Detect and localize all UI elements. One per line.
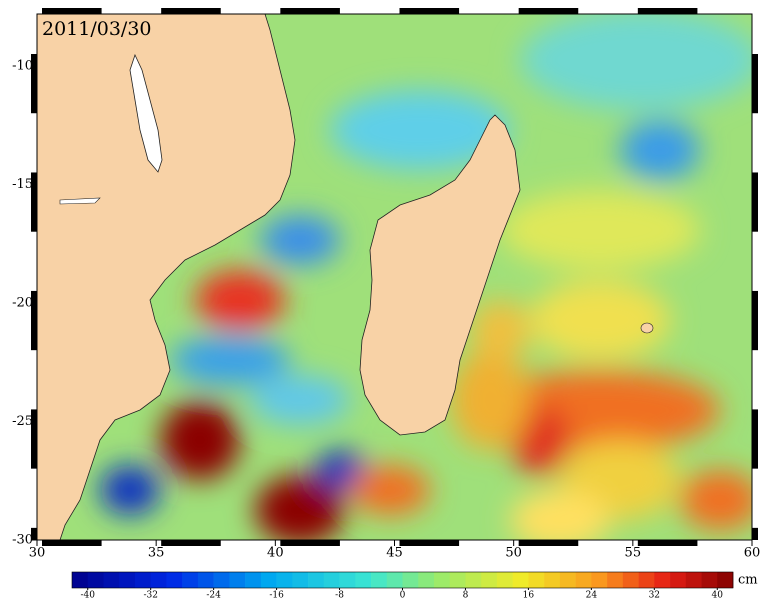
frame-bar <box>752 54 758 114</box>
frame-ticks <box>31 8 758 546</box>
colorbar-cell <box>418 572 435 588</box>
frame-bar <box>31 290 37 351</box>
colorbar-cell <box>544 572 561 588</box>
anomaly-field <box>37 14 752 540</box>
x-tick-label: 35 <box>148 546 165 561</box>
frame-bar <box>518 8 579 14</box>
frame-bar <box>280 8 340 14</box>
colorbar-cell <box>260 572 277 588</box>
colorbar-cell <box>449 572 466 588</box>
lake <box>129 53 163 173</box>
colorbar-unit: cm <box>738 573 758 588</box>
colorbar-cell <box>87 572 104 588</box>
y-tick-label: -15 <box>12 177 33 192</box>
colorbar-cell <box>386 572 403 588</box>
x-tick-label: 40 <box>267 546 284 561</box>
colorbar-cell <box>559 572 576 588</box>
date-title: 2011/03/30 <box>42 18 152 40</box>
frame-bar <box>399 540 460 546</box>
x-tick-label: 30 <box>29 546 46 561</box>
africa <box>37 14 296 540</box>
y-tick-label: -10 <box>12 59 33 74</box>
frame-bar <box>42 540 102 546</box>
colorbar-cell <box>622 572 639 588</box>
colorbar-cell <box>134 572 151 588</box>
y-tick-label: -30 <box>12 533 33 548</box>
colorbar-cell <box>607 572 624 588</box>
colorbar-cell <box>72 572 89 588</box>
island <box>640 322 654 334</box>
colorbar-cell <box>229 572 246 588</box>
frame-bar <box>637 540 698 546</box>
colorbar-cell <box>103 572 120 588</box>
colorbar-cell <box>701 572 718 588</box>
colorbar-cell <box>591 572 608 588</box>
colorbar-cell <box>308 572 325 588</box>
colorbar-tick-label: -8 <box>335 591 344 600</box>
x-tick-label: 55 <box>625 546 642 561</box>
colorbar-cell <box>150 572 167 588</box>
y-tick-label: -20 <box>12 296 33 311</box>
colorbar-tick-label: -24 <box>206 591 221 600</box>
frame-bar <box>752 290 758 351</box>
colorbar-tick-label: -32 <box>143 591 158 600</box>
x-tick-label: 50 <box>505 546 522 561</box>
y-tick-label: -25 <box>12 414 33 429</box>
colorbar-cell <box>197 572 214 588</box>
colorbar-cell <box>371 572 388 588</box>
frame-bar <box>518 540 579 546</box>
frame-bar <box>161 540 221 546</box>
colorbar-cell <box>276 572 293 588</box>
frame-bar <box>31 172 37 232</box>
colorbar-cell <box>496 572 513 588</box>
colorbar-cell <box>528 572 545 588</box>
colorbar-cell <box>685 572 702 588</box>
colorbar-cell <box>638 572 655 588</box>
x-tick-label: 60 <box>744 546 761 561</box>
colorbar-cell <box>670 572 687 588</box>
colorbar-cell <box>245 572 262 588</box>
colorbar-cell <box>481 572 498 588</box>
colorbar-cell <box>402 572 419 588</box>
colorbar-cell <box>717 572 734 588</box>
colorbar-tick-label: 32 <box>649 591 660 600</box>
colorbar-cell <box>323 572 340 588</box>
frame-bar <box>752 409 758 469</box>
lake <box>59 197 101 205</box>
colorbar-cell <box>292 572 309 588</box>
colorbar-tick-label: -16 <box>269 591 284 600</box>
frame-bar <box>752 527 758 540</box>
frame-bar <box>752 172 758 232</box>
colorbar-cell <box>182 572 199 588</box>
frame-bar <box>637 8 698 14</box>
frame-bar <box>280 540 340 546</box>
colorbar-cell <box>166 572 183 588</box>
colorbar-cell <box>355 572 372 588</box>
colorbar-cell <box>213 572 230 588</box>
colorbar-tick-label: 0 <box>400 591 406 600</box>
colorbar-cell <box>465 572 482 588</box>
frame-bar <box>31 527 37 540</box>
colorbar-tick-label: 40 <box>712 591 724 600</box>
colorbar-tick-label: 16 <box>523 591 535 600</box>
frame-bar <box>31 409 37 469</box>
frame-bar <box>42 8 102 14</box>
colorbar-tick-label: 24 <box>586 591 598 600</box>
colorbar-tick-label: 8 <box>463 591 469 600</box>
colorbar-cell <box>512 572 529 588</box>
colorbar-cell <box>339 572 356 588</box>
colorbar-tick-label: -40 <box>80 591 95 600</box>
colorbar-cell <box>654 572 671 588</box>
frame-bar <box>161 8 221 14</box>
colorbar-cell <box>119 572 136 588</box>
colorbar-cell <box>575 572 592 588</box>
frame-bar <box>31 54 37 114</box>
madagascar <box>359 114 521 436</box>
colorbar-cell <box>433 572 451 588</box>
frame-bar <box>399 8 460 14</box>
x-tick-label: 45 <box>386 546 403 561</box>
